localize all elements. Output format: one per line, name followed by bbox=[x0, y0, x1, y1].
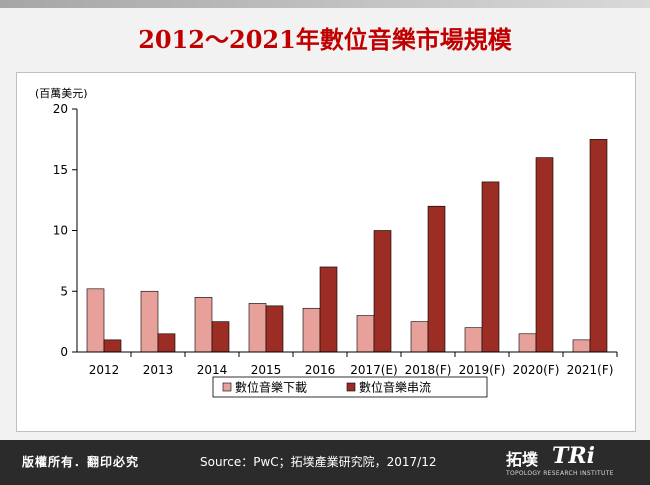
copyright-text: 版權所有．翻印必究 bbox=[22, 455, 140, 469]
bar-download bbox=[140, 290, 159, 353]
bar-stream bbox=[373, 230, 392, 353]
bar-download bbox=[86, 288, 105, 353]
top-rule bbox=[0, 0, 650, 8]
bar-download bbox=[356, 315, 375, 353]
bar-download bbox=[248, 303, 267, 353]
logo-subtitle: TOPOLOGY RESEARCH INSTITUTE bbox=[506, 470, 614, 477]
bar-stream bbox=[319, 266, 338, 353]
y-tick-label: 15 bbox=[53, 163, 68, 177]
x-axis: 2012 2013 2014 2015 2016 2017(E) 2018(F) 2019(F… bbox=[77, 351, 618, 377]
y-tick-label: 0 bbox=[60, 345, 68, 359]
source-text: Source：PwC；拓墣產業研究院，2017/12 bbox=[200, 455, 437, 469]
chart-container: (百萬美元) 0 5 10 15 20 2012 2013 2014 2015 2016 2017… bbox=[16, 72, 636, 432]
bar-stream bbox=[481, 181, 500, 353]
bar-stream bbox=[211, 321, 230, 353]
bar-download bbox=[410, 321, 429, 353]
bar-stream bbox=[427, 205, 446, 353]
x-tick-label: 2021(F) bbox=[567, 363, 614, 377]
bar-stream bbox=[157, 333, 176, 353]
legend-label: 數位音樂下載 bbox=[235, 380, 307, 395]
logo-chinese-text: 拓墣 bbox=[506, 450, 539, 469]
y-tick-label: 20 bbox=[53, 102, 68, 116]
x-tick-label: 2015 bbox=[251, 363, 282, 377]
bar-chart: (百萬美元) 0 5 10 15 20 2012 2013 2014 2015 2016 2017… bbox=[35, 87, 618, 398]
y-axis-unit-label: (百萬美元) bbox=[35, 87, 88, 100]
y-axis: 0 5 10 15 20 bbox=[53, 102, 78, 359]
logo-tri-text: TRi bbox=[552, 443, 596, 469]
y-tick-label: 10 bbox=[53, 224, 68, 238]
bar-stream bbox=[535, 157, 554, 353]
bar-download bbox=[572, 339, 591, 353]
bar-download bbox=[464, 327, 483, 353]
legend-swatch bbox=[346, 382, 356, 392]
x-tick-label: 2019(F) bbox=[459, 363, 506, 377]
x-tick-label: 2013 bbox=[143, 363, 174, 377]
bar-stream bbox=[265, 305, 284, 353]
x-tick-label: 2014 bbox=[197, 363, 228, 377]
bar-stream bbox=[589, 139, 608, 353]
bars bbox=[86, 139, 608, 353]
legend-swatch bbox=[222, 382, 232, 392]
legend-label: 數位音樂串流 bbox=[359, 380, 431, 395]
bar-download bbox=[194, 297, 213, 353]
y-tick-label: 5 bbox=[60, 284, 68, 298]
bar-download bbox=[302, 307, 321, 353]
bar-stream bbox=[103, 339, 122, 353]
x-tick-label: 2020(F) bbox=[513, 363, 560, 377]
legend: 數位音樂下載 數位音樂串流 bbox=[212, 376, 488, 398]
bar-download bbox=[518, 333, 537, 353]
footer-bar: 版權所有．翻印必究 Source：PwC；拓墣產業研究院，2017/12 拓墣 … bbox=[0, 440, 650, 485]
x-tick-label: 2012 bbox=[89, 363, 120, 377]
x-tick-label: 2018(F) bbox=[405, 363, 452, 377]
page-title: 2012～2021年數位音樂市場規模 bbox=[138, 25, 512, 54]
logo: 拓墣 TRi TOPOLOGY RESEARCH INSTITUTE bbox=[506, 443, 624, 480]
x-tick-label: 2016 bbox=[305, 363, 336, 377]
x-tick-label: 2017(E) bbox=[350, 363, 397, 377]
